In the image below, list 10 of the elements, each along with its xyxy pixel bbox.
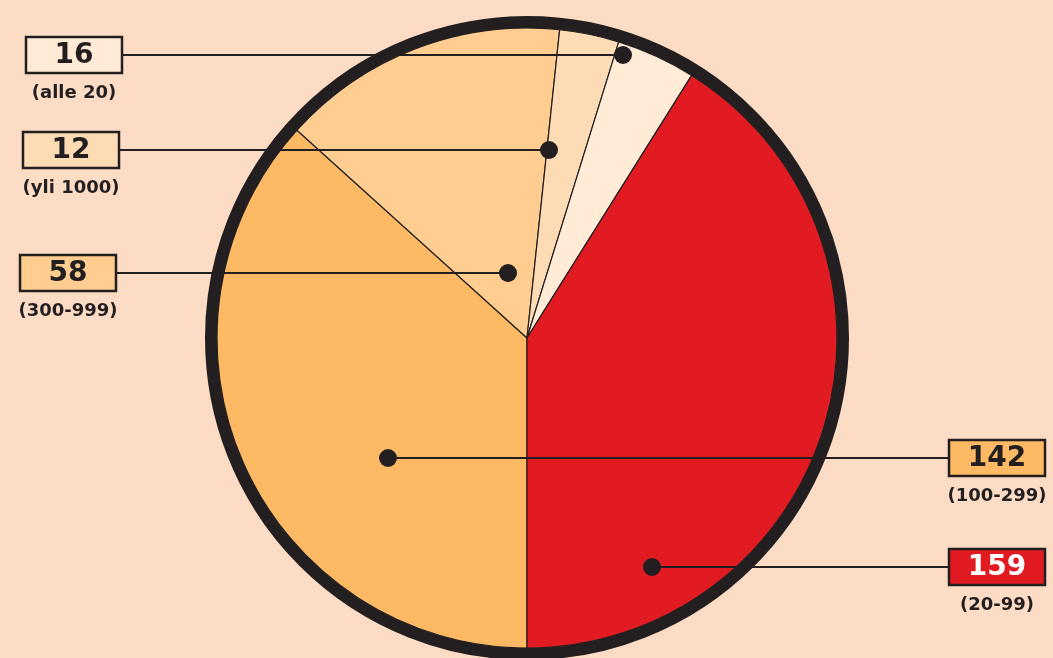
data-label: 12 [51, 132, 91, 165]
data-label: 142 [967, 440, 1027, 473]
slice-label: (alle 20) [31, 81, 117, 102]
data-label: 16 [54, 37, 94, 70]
slice-label: (yli 1000) [22, 176, 120, 197]
slice-label: (20-99) [959, 593, 1035, 614]
slice-label: (300-999) [18, 299, 118, 320]
data-label: 159 [967, 549, 1027, 582]
data-label: 58 [48, 255, 88, 288]
slice-label: (100-299) [947, 484, 1047, 505]
